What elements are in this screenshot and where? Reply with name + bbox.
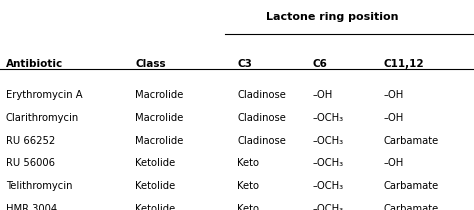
Text: Erythromycin A: Erythromycin A xyxy=(6,90,82,100)
Text: Lactone ring position: Lactone ring position xyxy=(265,12,398,22)
Text: –OCH₃: –OCH₃ xyxy=(313,113,344,123)
Text: Carbamate: Carbamate xyxy=(384,204,439,210)
Text: Telithromycin: Telithromycin xyxy=(6,181,72,191)
Text: Cladinose: Cladinose xyxy=(237,113,286,123)
Text: Class: Class xyxy=(135,59,166,69)
Text: Carbamate: Carbamate xyxy=(384,181,439,191)
Text: –OCH₃: –OCH₃ xyxy=(313,136,344,146)
Text: C11,12: C11,12 xyxy=(384,59,425,69)
Text: –OH: –OH xyxy=(384,90,404,100)
Text: Carbamate: Carbamate xyxy=(384,136,439,146)
Text: Clarithromycin: Clarithromycin xyxy=(6,113,79,123)
Text: –OCH₃: –OCH₃ xyxy=(313,181,344,191)
Text: Ketolide: Ketolide xyxy=(135,181,175,191)
Text: –OH: –OH xyxy=(313,90,333,100)
Text: –OH: –OH xyxy=(384,113,404,123)
Text: RU 56006: RU 56006 xyxy=(6,158,55,168)
Text: Keto: Keto xyxy=(237,204,259,210)
Text: Cladinose: Cladinose xyxy=(237,90,286,100)
Text: Macrolide: Macrolide xyxy=(135,90,183,100)
Text: Keto: Keto xyxy=(237,181,259,191)
Text: Ketolide: Ketolide xyxy=(135,204,175,210)
Text: Keto: Keto xyxy=(237,158,259,168)
Text: Ketolide: Ketolide xyxy=(135,158,175,168)
Text: Cladinose: Cladinose xyxy=(237,136,286,146)
Text: C6: C6 xyxy=(313,59,328,69)
Text: HMR 3004: HMR 3004 xyxy=(6,204,57,210)
Text: –OCH₃: –OCH₃ xyxy=(313,204,344,210)
Text: –OCH₃: –OCH₃ xyxy=(313,158,344,168)
Text: –OH: –OH xyxy=(384,158,404,168)
Text: C3: C3 xyxy=(237,59,252,69)
Text: RU 66252: RU 66252 xyxy=(6,136,55,146)
Text: Macrolide: Macrolide xyxy=(135,113,183,123)
Text: Macrolide: Macrolide xyxy=(135,136,183,146)
Text: Antibiotic: Antibiotic xyxy=(6,59,63,69)
